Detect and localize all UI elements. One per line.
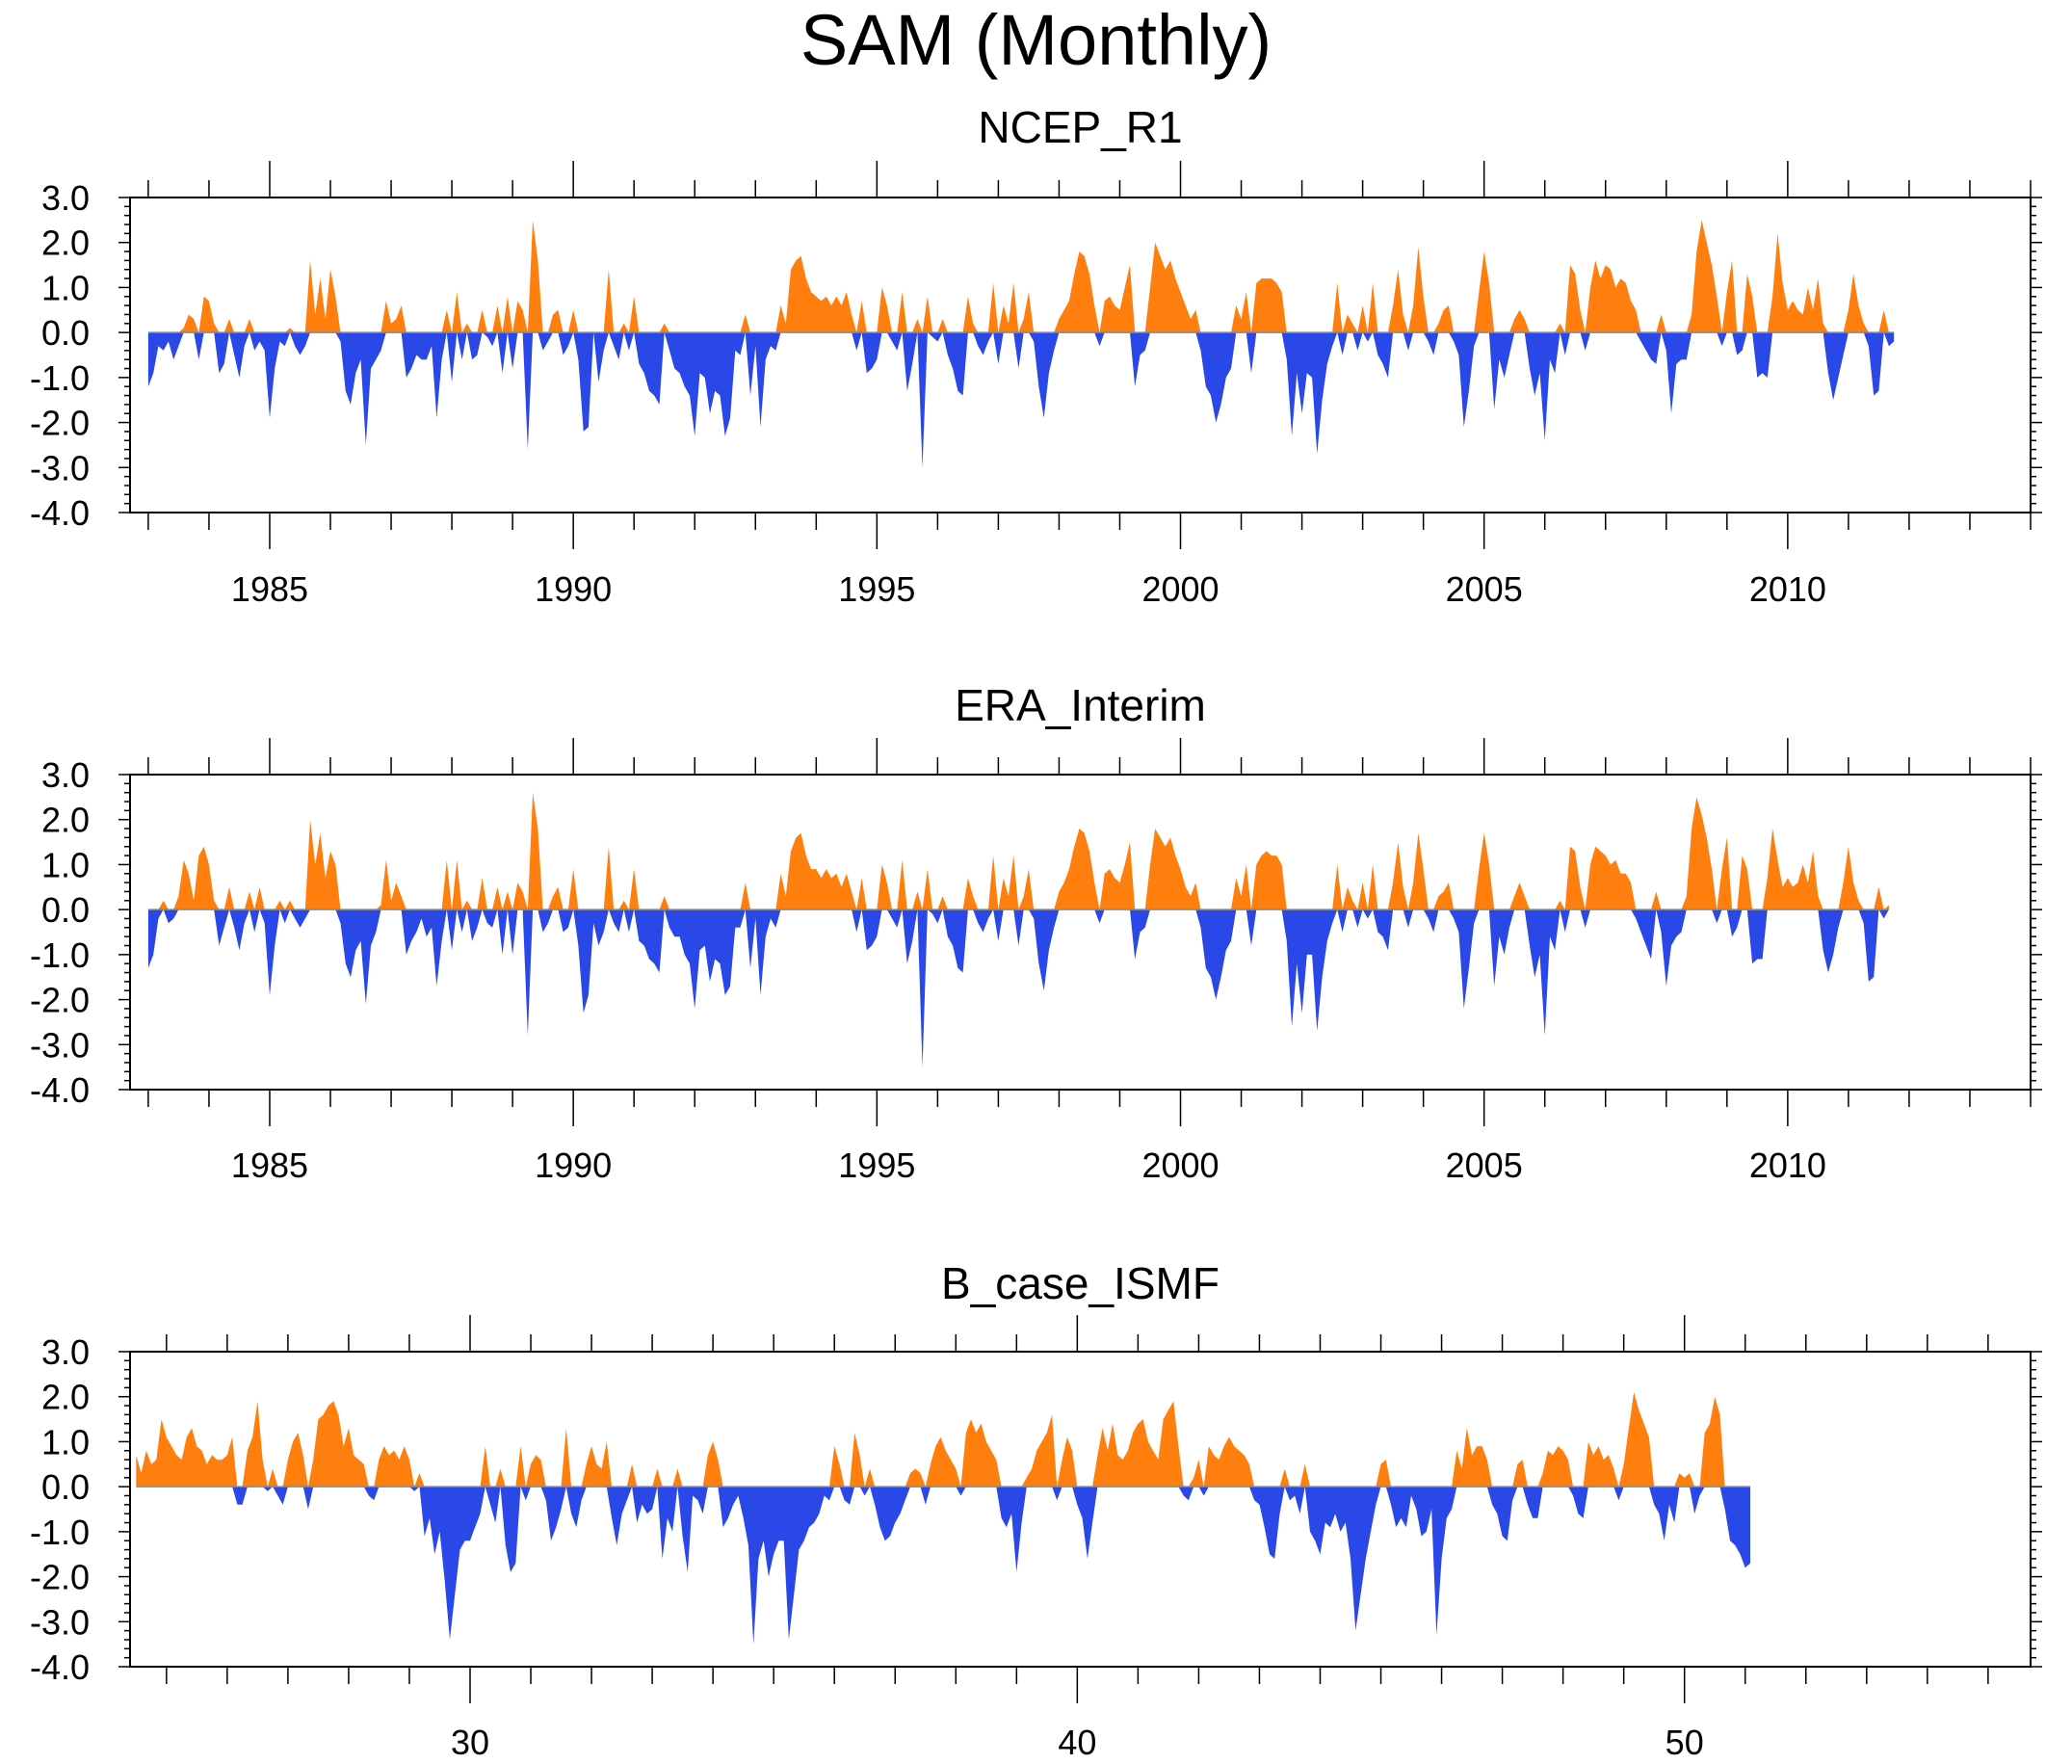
y-tick-label: -3.0 — [30, 448, 90, 487]
y-tick-label: -4.0 — [30, 1647, 90, 1687]
y-tick-label: 2.0 — [41, 1378, 90, 1417]
y-tick-label: -1.0 — [30, 1513, 90, 1552]
y-tick-label: -1.0 — [30, 358, 90, 398]
plot-frame — [129, 774, 2032, 1091]
y-tick-label: 0.0 — [41, 890, 90, 930]
x-tick-label: 2010 — [1749, 1145, 1826, 1185]
panel-era-interim: ERA_Interim 3.0 2.0 1.0 0.0 -1.0 -2.0 -3.0 -4.0 1… — [30, 680, 2042, 1185]
positive-anomaly-area — [147, 220, 1895, 333]
y-tick-label: 3.0 — [41, 178, 90, 218]
y-tick-label: 0.0 — [41, 313, 90, 353]
y-tick-label: 2.0 — [41, 801, 90, 840]
y-tick-label: -4.0 — [30, 1070, 90, 1110]
y-tick-label: -3.0 — [30, 1025, 90, 1065]
y-tick-label: 1.0 — [41, 268, 90, 307]
positive-anomaly-area — [136, 1392, 1750, 1488]
x-tick-label: 1990 — [535, 1145, 612, 1185]
x-tick-label: 2000 — [1141, 569, 1219, 609]
plot-frame — [129, 1351, 2032, 1668]
y-tick-label: 3.0 — [41, 1332, 90, 1372]
x-tick-label: 1995 — [838, 1145, 915, 1185]
x-tick-label: 2000 — [1141, 1145, 1219, 1185]
x-tick-label: 2010 — [1749, 569, 1826, 609]
panel-title: ERA_Interim — [955, 680, 1206, 730]
panel-title: NCEP_R1 — [978, 102, 1182, 152]
y-tick-label: -3.0 — [30, 1602, 90, 1642]
x-tick-label: 30 — [451, 1723, 489, 1762]
panel-title: B_case_ISMF — [941, 1258, 1220, 1308]
x-tick-label: 1995 — [838, 569, 915, 609]
plot-frame — [129, 197, 2032, 513]
y-tick-label: -2.0 — [30, 981, 90, 1020]
y-tick-label: 3.0 — [41, 755, 90, 795]
x-tick-label: 2005 — [1446, 569, 1523, 609]
x-tick-label: 40 — [1058, 1723, 1096, 1762]
y-tick-label: -2.0 — [30, 1558, 90, 1597]
figure-title: SAM (Monthly) — [800, 0, 1272, 80]
positive-anomaly-area — [147, 792, 1889, 910]
x-tick-label: 1985 — [231, 1145, 308, 1185]
negative-anomaly-area — [136, 1487, 1750, 1645]
panel-b-case-ismf: B_case_ISMF 3.0 2.0 1.0 0.0 -1.0 -2.0 -3.0 -4.0 3… — [30, 1258, 2042, 1762]
x-tick-label: 50 — [1665, 1723, 1704, 1762]
y-tick-label: -4.0 — [30, 493, 90, 533]
y-tick-label: 1.0 — [41, 1422, 90, 1461]
y-tick-label: -1.0 — [30, 935, 90, 975]
x-tick-label: 2005 — [1446, 1145, 1523, 1185]
y-tick-label: 1.0 — [41, 845, 90, 884]
x-tick-label: 1985 — [231, 569, 308, 609]
x-tick-label: 1990 — [535, 569, 612, 609]
y-tick-label: -2.0 — [30, 404, 90, 443]
negative-anomaly-area — [147, 332, 1895, 468]
y-tick-label: 2.0 — [41, 224, 90, 263]
negative-anomaly-area — [147, 909, 1889, 1067]
panel-ncep-r1: NCEP_R1 3.0 2.0 1.0 0.0 -1.0 -2.0 -3.0 -4.0 1985 1… — [30, 102, 2042, 609]
y-tick-label: 0.0 — [41, 1467, 90, 1507]
